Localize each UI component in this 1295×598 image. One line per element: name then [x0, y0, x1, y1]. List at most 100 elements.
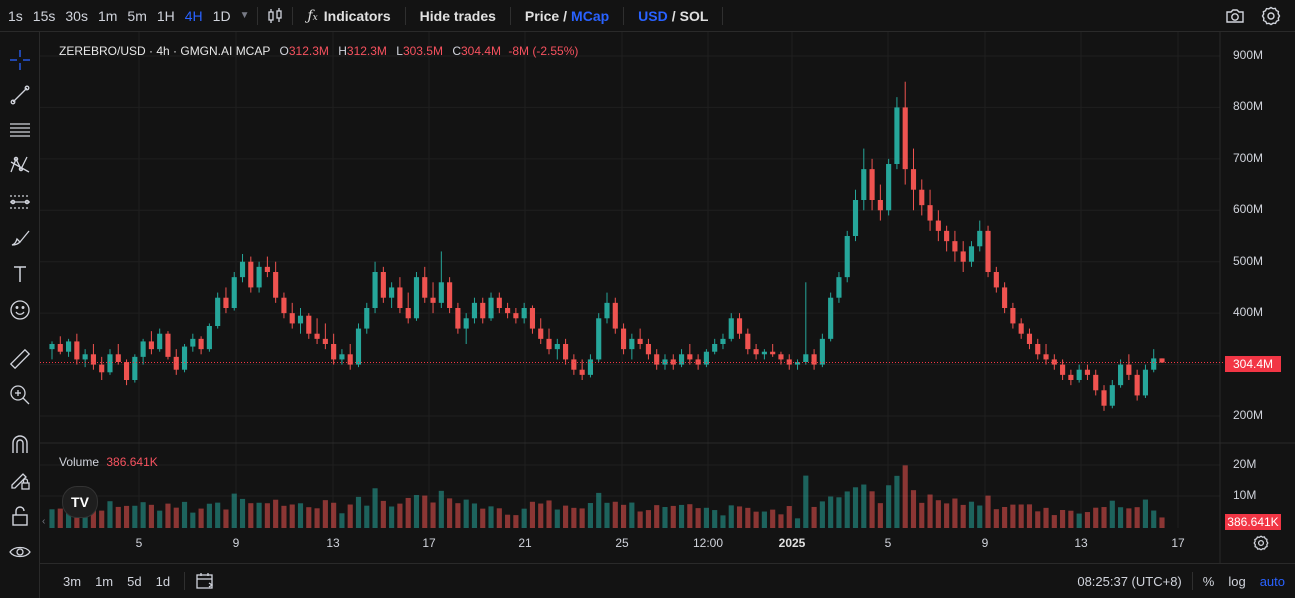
candle-body	[165, 333, 171, 357]
crosshair-icon[interactable]	[8, 48, 32, 72]
mcap-option[interactable]: MCap	[571, 7, 610, 24]
usd-option[interactable]: USD	[638, 7, 668, 24]
candle-body	[1134, 374, 1140, 396]
candle-body	[65, 341, 72, 352]
candle-body	[380, 272, 386, 298]
price-tick: 800M	[1233, 99, 1264, 114]
date-range-icon[interactable]	[195, 572, 215, 590]
candle-body	[629, 338, 635, 350]
horizontal-lines-icon[interactable]	[8, 118, 32, 142]
timeframe-dropdown-icon[interactable]: ▼	[239, 10, 250, 21]
volume-bar	[306, 507, 312, 528]
candle-body	[157, 333, 163, 350]
bottom-toolbar: 3m 1m 5d 1d 08:25:37 (UTC+8) % log auto	[40, 563, 1295, 598]
volume-bar	[794, 518, 801, 528]
brush-icon[interactable]	[8, 226, 32, 250]
candle-style-icon[interactable]	[266, 7, 284, 25]
time-tick: 5	[884, 536, 892, 550]
clock-time[interactable]: 08:25:37 (UTC+8)	[1077, 573, 1182, 589]
indicators-button[interactable]: ƒx Indicators	[301, 8, 396, 24]
camera-icon[interactable]	[1225, 6, 1245, 26]
candle-body	[82, 354, 88, 360]
tradingview-logo[interactable]: TV	[62, 486, 98, 518]
volume-label[interactable]: Volume	[59, 455, 100, 469]
timeframe-5m[interactable]: 5m	[127, 7, 147, 24]
price-option[interactable]: Price	[524, 7, 560, 24]
scroll-left-icon[interactable]: ‹	[42, 516, 46, 527]
candle-body	[670, 359, 676, 365]
candle-body	[778, 354, 784, 360]
sol-option[interactable]: SOL	[679, 7, 709, 24]
price-mcap-toggle[interactable]: Price / MCap	[519, 8, 615, 24]
hide-trades-button[interactable]: Hide trades	[419, 7, 496, 24]
auto-toggle[interactable]: auto	[1259, 573, 1285, 589]
volume-bar	[347, 504, 353, 528]
volume-bar	[256, 502, 262, 528]
currency-toggle[interactable]: USD / SOL	[632, 8, 714, 24]
volume-bar	[123, 505, 130, 528]
candle-body	[811, 354, 817, 365]
candle-body	[215, 297, 221, 326]
text-tool-icon[interactable]	[8, 262, 32, 286]
log-toggle[interactable]: log	[1228, 573, 1246, 589]
candle-body	[198, 338, 204, 350]
low-value: 303.5M	[402, 44, 443, 58]
lock-icon[interactable]	[8, 504, 32, 528]
settings-gear-icon[interactable]	[1261, 6, 1281, 26]
candle-body	[74, 341, 80, 360]
candle-body	[736, 318, 743, 334]
time-tick: 17	[422, 536, 436, 550]
volume-bar	[248, 503, 254, 528]
axis-settings-icon[interactable]	[1253, 535, 1269, 556]
timeframe-1s[interactable]: 1s	[8, 7, 23, 24]
volume-bar	[761, 511, 767, 528]
divider	[722, 6, 724, 25]
current-price-tag: 304.4M	[1225, 356, 1281, 372]
magnet-icon[interactable]	[8, 432, 32, 456]
range-5d[interactable]: 5d	[127, 573, 142, 589]
range-1m[interactable]: 1m	[95, 573, 114, 589]
timeframe-4h[interactable]: 4H	[184, 7, 203, 24]
time-tick: 12:00	[692, 536, 724, 550]
candle-body	[397, 287, 403, 308]
volume-bar	[977, 505, 983, 528]
candle-body	[480, 302, 486, 319]
candle-body	[952, 241, 958, 252]
eye-icon[interactable]	[8, 540, 32, 564]
candle-body	[438, 282, 444, 303]
zoom-in-icon[interactable]	[8, 383, 32, 407]
range-3m[interactable]: 3m	[63, 573, 82, 589]
ruler-icon[interactable]	[8, 347, 32, 371]
candle-body	[687, 354, 693, 360]
lock-pencil-icon[interactable]	[8, 468, 32, 492]
percent-toggle[interactable]: %	[1202, 573, 1215, 589]
volume-bar	[1043, 507, 1049, 528]
price-tick: 500M	[1233, 253, 1264, 268]
timeframe-30s[interactable]: 30s	[65, 7, 88, 24]
divider	[509, 6, 511, 25]
candle-body	[463, 318, 469, 329]
emoji-icon[interactable]	[8, 298, 32, 322]
symbol-title[interactable]: ZEREBRO/USD · 4h · GMGN.AI MCAP	[59, 44, 271, 58]
price-chart[interactable]	[40, 32, 1295, 563]
timeframe-15s[interactable]: 15s	[32, 7, 56, 24]
volume-bar	[836, 497, 842, 528]
volume-value: 386.641K	[106, 455, 158, 469]
divider	[1191, 572, 1193, 590]
price-tick: 600M	[1233, 202, 1264, 217]
candle-body	[331, 344, 337, 360]
volume-tick: 20M	[1233, 457, 1257, 471]
trend-line-icon[interactable]	[8, 83, 32, 107]
candle-body	[919, 189, 925, 206]
range-1d[interactable]: 1d	[155, 573, 171, 589]
volume-bar	[629, 502, 635, 528]
timeframe-1h[interactable]: 1H	[156, 7, 175, 24]
time-tick: 5	[135, 536, 143, 550]
timeframe-1d[interactable]: 1D	[212, 7, 231, 24]
volume-bar	[1159, 517, 1165, 528]
timeframe-1m[interactable]: 1m	[97, 7, 118, 24]
pattern-tool-icon[interactable]	[8, 153, 32, 177]
fib-tool-icon[interactable]	[8, 190, 32, 214]
candle-body	[712, 344, 718, 352]
volume-bar	[1068, 510, 1074, 528]
